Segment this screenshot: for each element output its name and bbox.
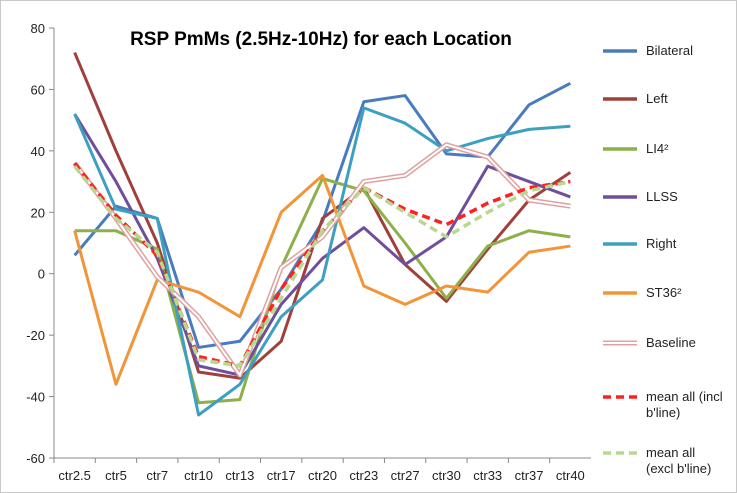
x-tick-label: ctr13 — [225, 468, 254, 483]
y-tick-label: -20 — [26, 328, 45, 343]
x-tick-label: ctr20 — [308, 468, 337, 483]
series-line — [73, 106, 571, 417]
legend-label: Right — [646, 236, 677, 251]
x-tick-label: ctr10 — [184, 468, 213, 483]
y-tick-label: 80 — [31, 21, 45, 36]
series-line-inner — [73, 143, 571, 378]
x-tick-label: ctr17 — [267, 468, 296, 483]
x-tick-label: ctr27 — [391, 468, 420, 483]
legend-label: Left — [646, 91, 668, 106]
series-line — [74, 177, 571, 405]
series-line — [73, 51, 572, 380]
x-tick-label: ctr2.5 — [58, 468, 91, 483]
series-line — [73, 165, 571, 368]
x-tick-label: ctr40 — [556, 468, 585, 483]
y-tick-label: -60 — [26, 451, 45, 466]
legend-label: ST36² — [646, 285, 682, 300]
x-tick-label: ctr7 — [146, 468, 168, 483]
y-tick-label: 40 — [31, 144, 45, 159]
y-tick-label: -40 — [26, 390, 45, 405]
y-tick-label: 20 — [31, 205, 45, 220]
x-tick-label: ctr23 — [349, 468, 378, 483]
x-tick-label: ctr37 — [515, 468, 544, 483]
chart-title: RSP PmMs (2.5Hz-10Hz) for each Location — [130, 29, 512, 50]
y-tick-label: 0 — [38, 267, 45, 282]
legend-label: LLSS — [646, 189, 678, 204]
x-tick-label: ctr33 — [473, 468, 502, 483]
legend-label: mean all (incl b'line) — [646, 389, 723, 420]
y-tick-label: 60 — [31, 82, 45, 97]
legend-label: LI4² — [646, 141, 669, 156]
x-tick-label: ctr5 — [105, 468, 127, 483]
legend-label: Bilateral — [646, 43, 693, 58]
legend-label: mean all (excl b'line) — [646, 445, 712, 476]
series-line — [73, 113, 571, 377]
legend-label: Baseline — [646, 335, 696, 350]
x-tick-label: ctr30 — [432, 468, 461, 483]
